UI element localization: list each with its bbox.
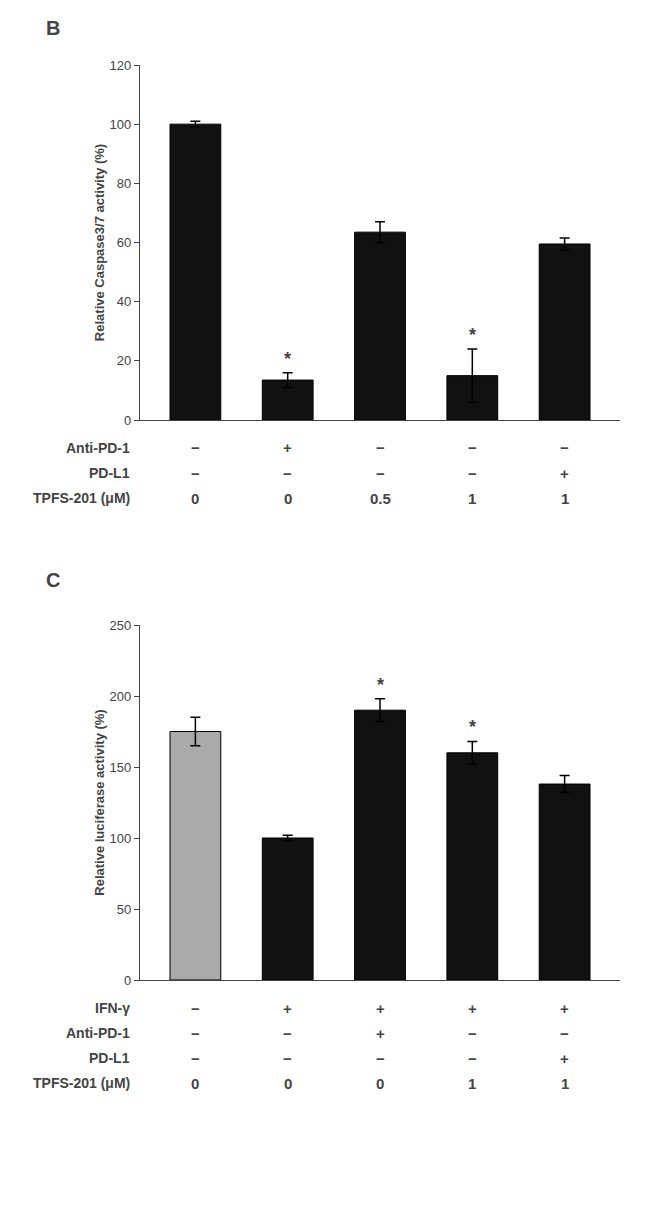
svg-text:120: 120 (110, 58, 132, 73)
svg-text:−: − (191, 439, 200, 456)
svg-text:+: + (560, 1000, 569, 1017)
svg-text:80: 80 (117, 176, 131, 191)
svg-text:*: * (377, 675, 384, 695)
svg-text:−: − (560, 439, 569, 456)
svg-text:0: 0 (124, 973, 131, 988)
svg-text:−: − (468, 1050, 477, 1067)
svg-text:60: 60 (117, 235, 131, 250)
svg-text:0: 0 (124, 413, 131, 428)
svg-text:20: 20 (117, 353, 131, 368)
svg-text:+: + (376, 1000, 385, 1017)
svg-text:PD-L1: PD-L1 (89, 1050, 130, 1066)
svg-text:0: 0 (376, 1075, 384, 1092)
svg-text:+: + (376, 1025, 385, 1042)
svg-text:IFN-γ: IFN-γ (95, 1000, 130, 1016)
svg-text:1: 1 (561, 1075, 569, 1092)
svg-text:150: 150 (110, 760, 132, 775)
svg-text:TPFS-201 (μM): TPFS-201 (μM) (33, 490, 130, 506)
svg-text:100: 100 (110, 117, 132, 132)
svg-text:−: − (468, 439, 477, 456)
svg-text:100: 100 (110, 831, 132, 846)
svg-text:*: * (284, 349, 291, 369)
svg-text:−: − (376, 465, 385, 482)
svg-text:Anti-PD-1: Anti-PD-1 (66, 440, 130, 456)
svg-text:−: − (468, 465, 477, 482)
svg-text:Anti-PD-1: Anti-PD-1 (66, 1025, 130, 1041)
svg-text:−: − (283, 1025, 292, 1042)
svg-text:200: 200 (110, 689, 132, 704)
svg-text:*: * (469, 325, 476, 345)
svg-text:−: − (376, 1050, 385, 1067)
svg-text:−: − (283, 1050, 292, 1067)
svg-text:Relative luciferase activity (: Relative luciferase activity (%) (92, 709, 107, 895)
svg-text:Relative Caspase3/7 activity (: Relative Caspase3/7 activity (%) (92, 144, 107, 341)
svg-text:1: 1 (468, 1075, 476, 1092)
svg-text:−: − (191, 465, 200, 482)
svg-text:+: + (283, 1000, 292, 1017)
svg-text:−: − (560, 1025, 569, 1042)
svg-text:1: 1 (561, 490, 569, 507)
svg-text:40: 40 (117, 294, 131, 309)
svg-text:−: − (283, 465, 292, 482)
svg-text:0: 0 (284, 1075, 292, 1092)
svg-text:+: + (468, 1000, 477, 1017)
svg-text:+: + (283, 439, 292, 456)
svg-text:B: B (46, 17, 60, 39)
svg-text:*: * (469, 717, 476, 737)
svg-text:−: − (468, 1025, 477, 1042)
svg-text:0: 0 (284, 490, 292, 507)
svg-text:0: 0 (191, 490, 199, 507)
svg-text:1: 1 (468, 490, 476, 507)
svg-text:−: − (191, 1000, 200, 1017)
svg-text:TPFS-201 (μM): TPFS-201 (μM) (33, 1075, 130, 1091)
svg-text:50: 50 (117, 902, 131, 917)
svg-text:+: + (560, 465, 569, 482)
svg-text:−: − (191, 1050, 200, 1067)
svg-text:−: − (376, 439, 385, 456)
svg-text:0: 0 (191, 1075, 199, 1092)
svg-text:−: − (191, 1025, 200, 1042)
svg-text:250: 250 (110, 618, 132, 633)
svg-text:0.5: 0.5 (370, 490, 391, 507)
svg-text:C: C (46, 569, 60, 591)
svg-text:PD-L1: PD-L1 (89, 465, 130, 481)
svg-text:+: + (560, 1050, 569, 1067)
